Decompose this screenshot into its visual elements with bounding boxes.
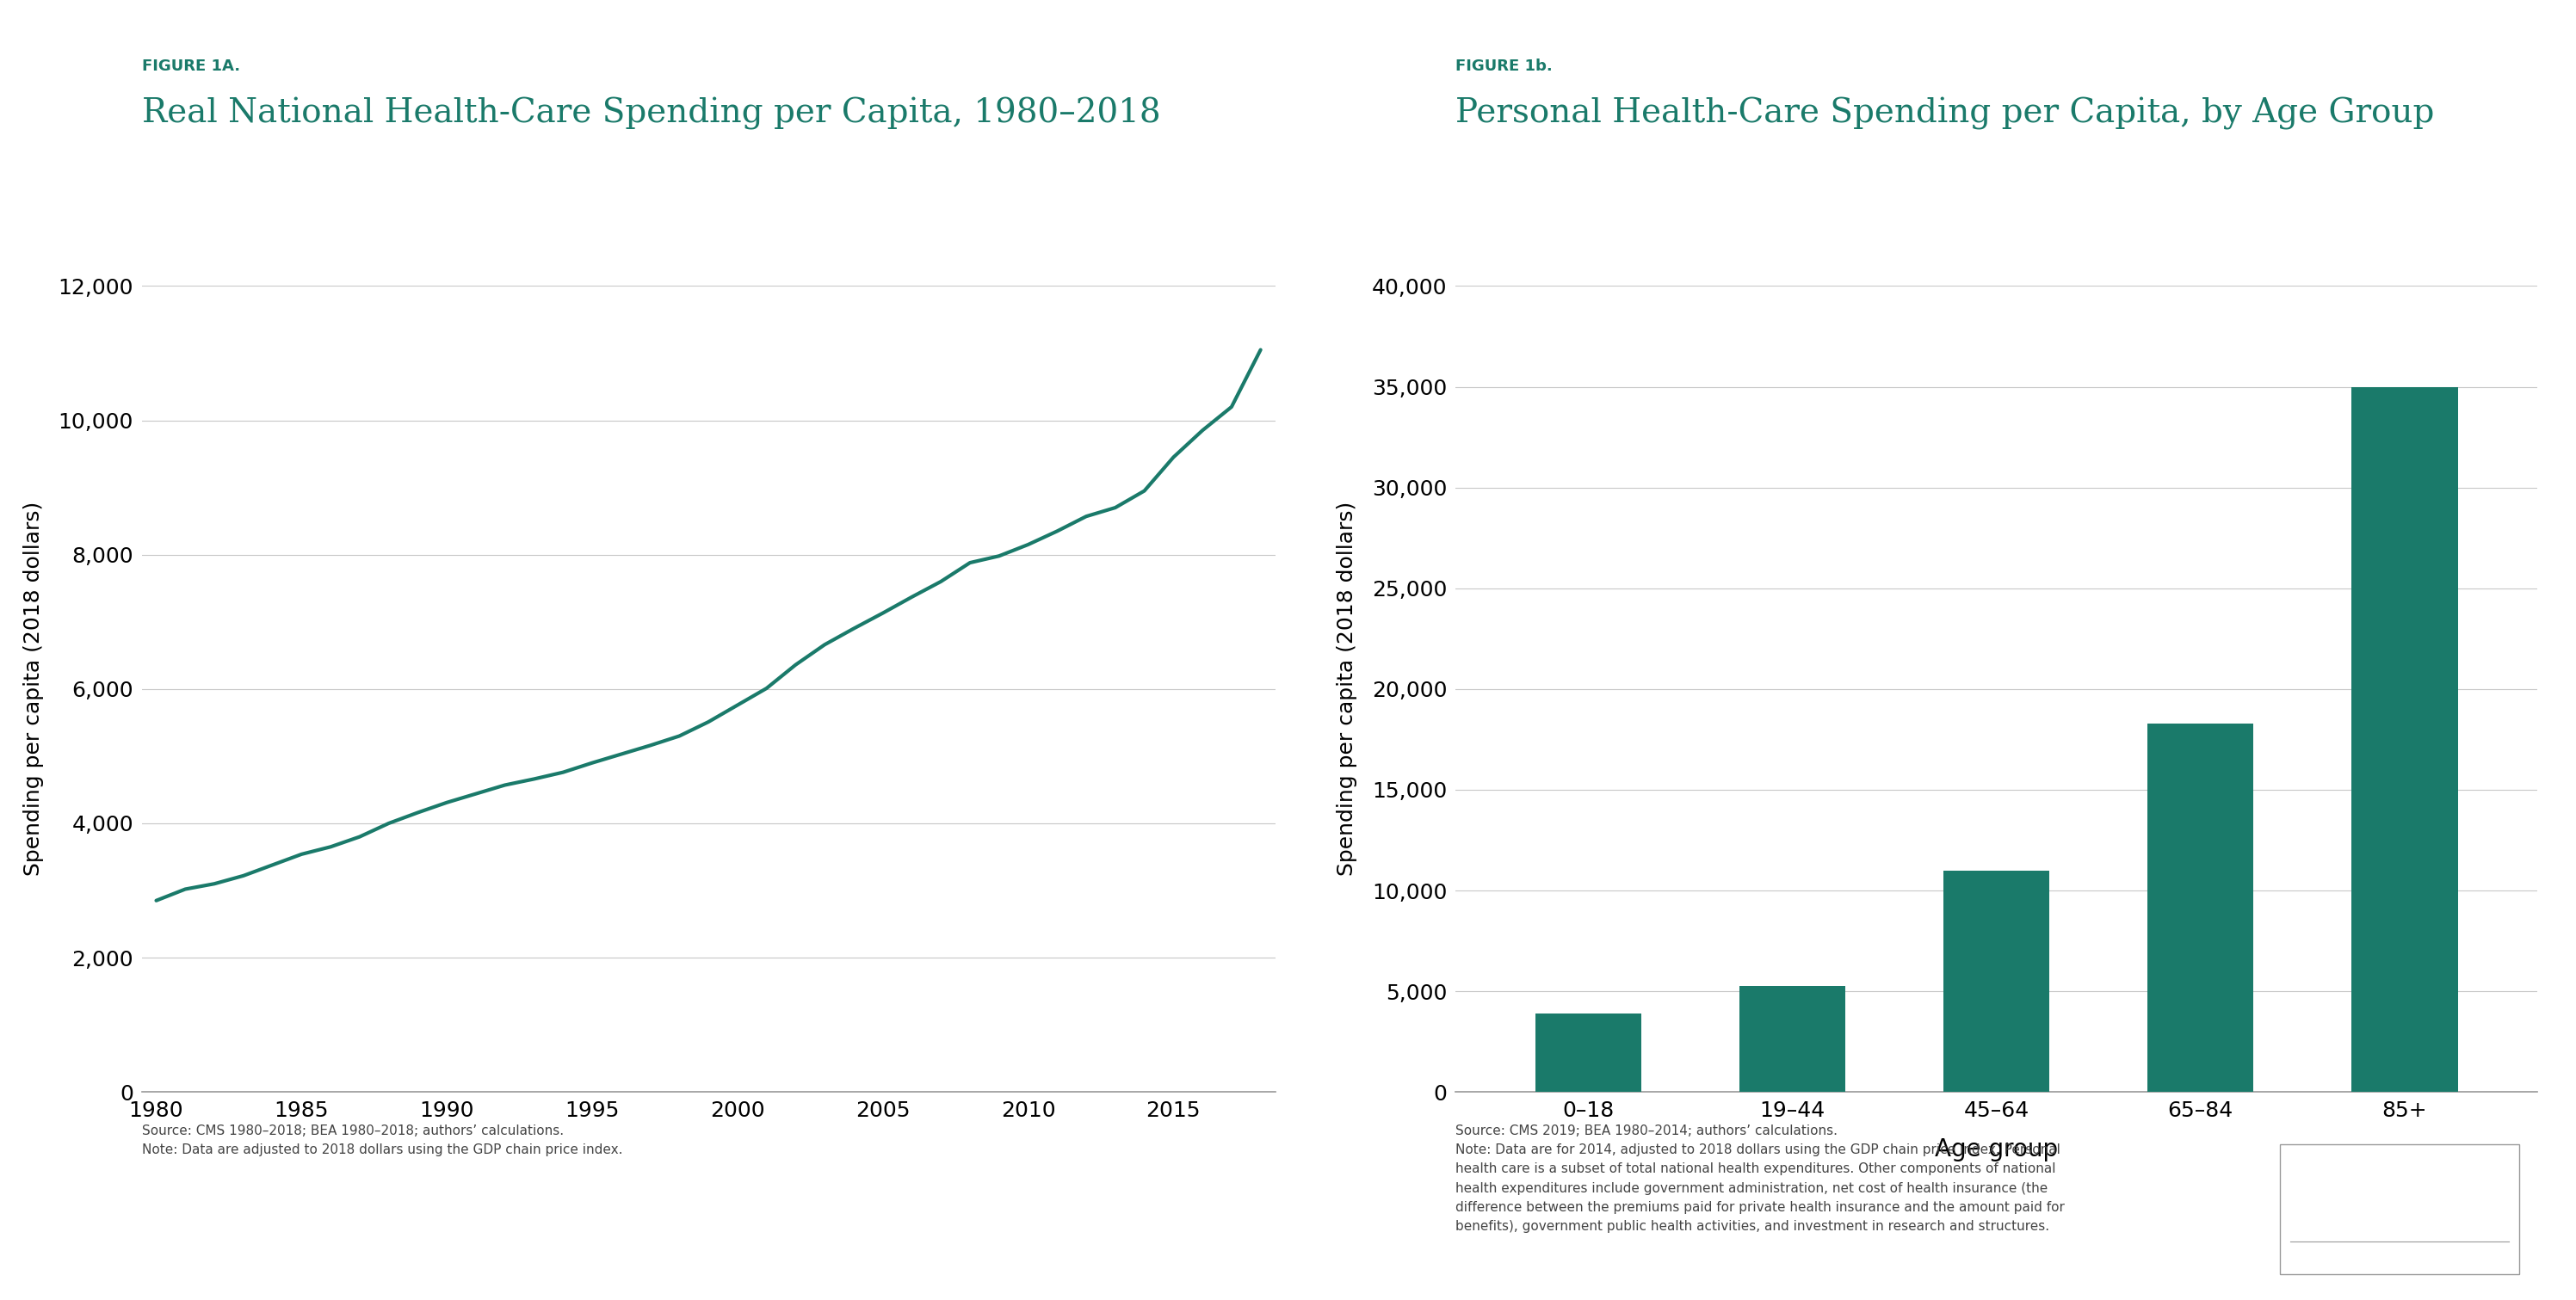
Bar	[1535, 1014, 1641, 1092]
Y-axis label: Spending per capita (2018 dollars): Spending per capita (2018 dollars)	[1337, 502, 1358, 876]
Text: FIGURE 1b.: FIGURE 1b.	[1455, 58, 1553, 74]
Text: BROOKINGS: BROOKINGS	[2352, 1251, 2447, 1266]
Text: Source: CMS 2019; BEA 1980–2014; authors’ calculations.
Note: Data are for 2014,: Source: CMS 2019; BEA 1980–2014; authors…	[1455, 1124, 2066, 1232]
Text: HAMILTON: HAMILTON	[2354, 1195, 2445, 1210]
Text: Real National Health-Care Spending per Capita, 1980–2018: Real National Health-Care Spending per C…	[142, 98, 1159, 130]
Text: Source: CMS 1980–2018; BEA 1980–2018; authors’ calculations.
Note: Data are adju: Source: CMS 1980–2018; BEA 1980–2018; au…	[142, 1124, 623, 1157]
Bar	[2148, 723, 2254, 1092]
Bar	[2352, 387, 2458, 1092]
Text: Personal Health-Care Spending per Capita, by Age Group: Personal Health-Care Spending per Capita…	[1455, 98, 2434, 130]
Text: PROJECT: PROJECT	[2370, 1218, 2429, 1231]
X-axis label: Age group: Age group	[1935, 1138, 2058, 1162]
Bar	[1942, 871, 2050, 1092]
Text: FIGURE 1A.: FIGURE 1A.	[142, 58, 240, 74]
Text: THE: THE	[2385, 1174, 2414, 1187]
Bar	[1739, 987, 1844, 1092]
Y-axis label: Spending per capita (2018 dollars): Spending per capita (2018 dollars)	[23, 502, 44, 876]
